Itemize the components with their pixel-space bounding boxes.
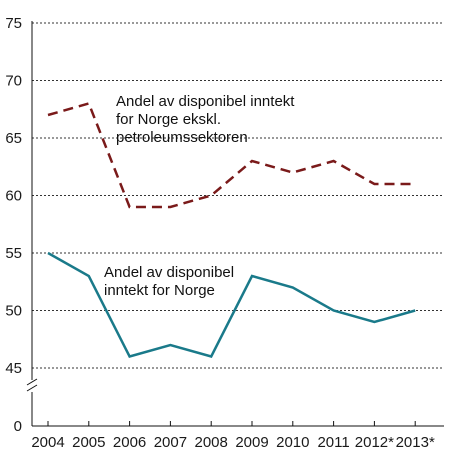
series-annotation-line: inntekt for Norge — [104, 282, 215, 299]
series-lines — [47, 101, 416, 358]
axes — [26, 21, 444, 427]
axis-break-mark-2 — [26, 384, 38, 392]
y-tick-label-55: 55 — [5, 245, 22, 262]
x-tick-label-2007: 2007 — [154, 434, 187, 451]
series-annotation-0: Andel av disponibel inntekt for Norge eks… — [116, 93, 295, 146]
gridlines — [32, 22, 444, 369]
y-tick-label-60: 60 — [5, 188, 22, 205]
series-line-0 — [47, 101, 416, 209]
y-tick-label-50: 50 — [5, 303, 22, 320]
axis-break-mark-1 — [26, 378, 38, 386]
x-tick-label-2005: 2005 — [72, 434, 105, 451]
y-tick-label-45: 45 — [5, 360, 22, 377]
x-tick-label-2010: 2010 — [276, 434, 309, 451]
series-annotation-line: petroleumssektoren — [116, 129, 248, 146]
x-tick-label-2006: 2006 — [113, 434, 146, 451]
y-tick-label-75: 75 — [5, 15, 22, 32]
series-annotation-line: Andel av disponibel inntekt — [116, 93, 295, 110]
y-tick-label-70: 70 — [5, 73, 22, 90]
y-tick-labels: 75 70 65 60 55 50 45 0 — [5, 15, 22, 435]
x-tick-label-2004: 2004 — [31, 434, 64, 451]
series-annotation-line: Andel av disponibel — [104, 264, 234, 281]
series-annotations: Andel av disponibel inntekt for Norge eks… — [104, 93, 295, 299]
x-tick-labels: 2004 2005 2006 2007 2008 2009 2010 2011 2012* 201… — [31, 434, 435, 451]
series-line-1 — [47, 251, 416, 358]
y-tick-label-0: 0 — [14, 418, 22, 435]
x-tick-label-2013*: 2013* — [396, 434, 435, 451]
series-annotation-line: for Norge ekskl. — [116, 111, 221, 128]
x-tick-label-2011: 2011 — [317, 434, 349, 451]
x-tick-label-2009: 2009 — [235, 434, 268, 451]
series-annotation-1: Andel av disponibel inntekt for Norge — [104, 264, 234, 299]
x-tick-label-2008: 2008 — [195, 434, 228, 451]
y-tick-label-65: 65 — [5, 130, 22, 147]
x-tick-label-2012*: 2012* — [355, 434, 394, 451]
